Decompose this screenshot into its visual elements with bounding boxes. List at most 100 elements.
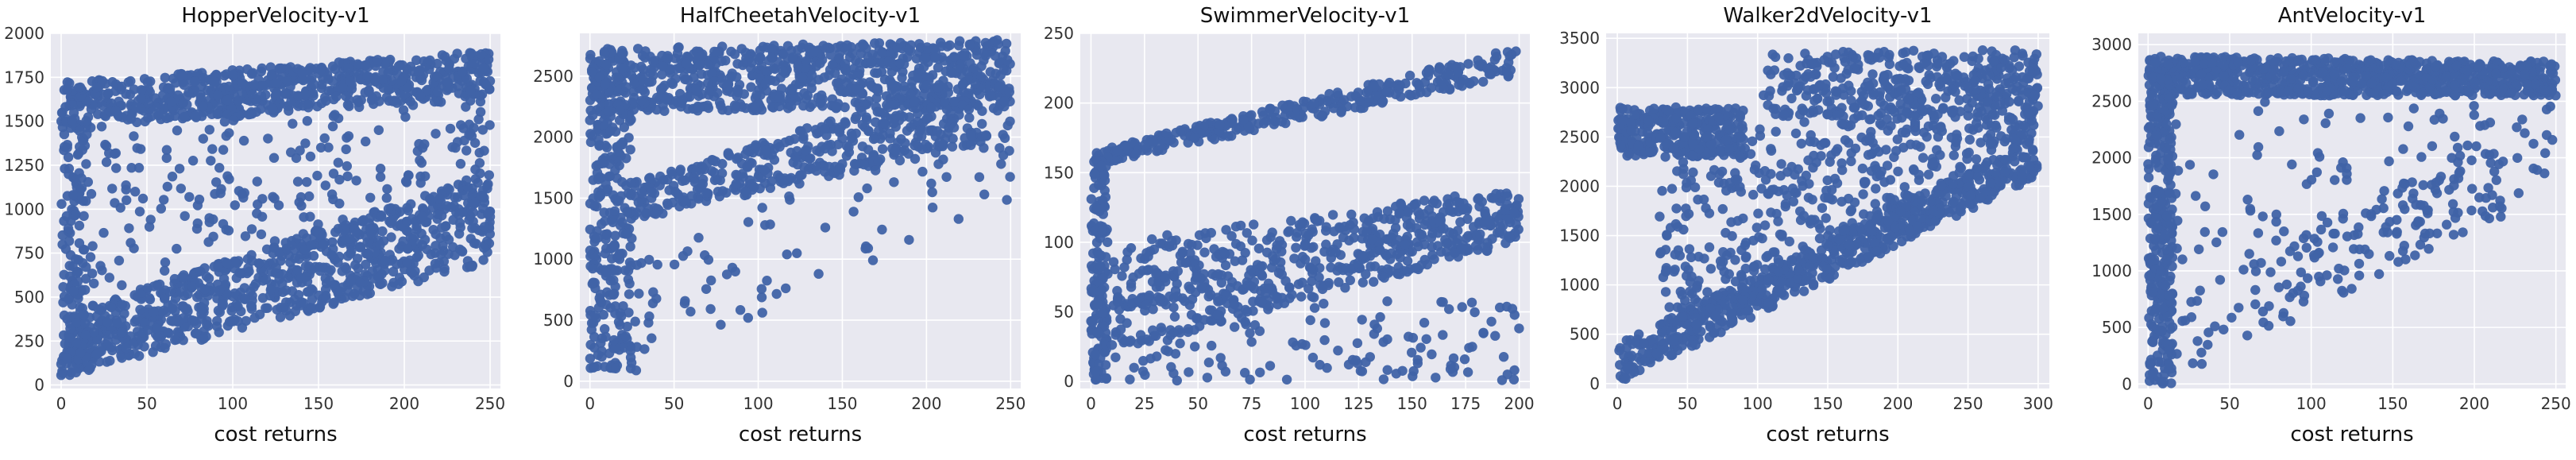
scatter-point [767, 102, 778, 112]
scatter-point [263, 133, 273, 144]
scatter-point [1091, 366, 1101, 377]
scatter-point [742, 161, 752, 172]
scatter-point [1168, 302, 1179, 313]
scatter-point [1265, 103, 1276, 114]
scatter-point [841, 141, 852, 152]
scatter-point [760, 79, 770, 89]
scatter-point [396, 75, 407, 87]
scatter-point [475, 106, 486, 118]
scatter-point [143, 98, 154, 109]
scatter-point [467, 261, 477, 272]
scatter-point [1261, 235, 1273, 245]
scatter-point [248, 68, 258, 78]
scatter-point [1502, 191, 1513, 201]
scatter-point [178, 335, 188, 346]
scatter-point [1511, 46, 1521, 56]
scatter-point [620, 331, 631, 342]
scatter-point [820, 222, 831, 233]
scatter-point [1272, 293, 1282, 304]
scatter-point [258, 80, 268, 91]
scatter-point [622, 321, 632, 332]
scatter-point [617, 139, 628, 150]
scatter-point [1485, 215, 1495, 226]
scatter-point [1508, 374, 1520, 385]
scatter-point [1353, 257, 1363, 269]
scatter-point [338, 215, 348, 225]
scatter-point [1211, 252, 1222, 262]
y-tick-label: 0 [34, 376, 44, 395]
x-tick-label: 175 [1450, 394, 1481, 413]
scatter-point [749, 182, 759, 192]
scatter-point [121, 342, 132, 354]
scatter-point [154, 279, 165, 290]
scatter-point [1378, 374, 1389, 385]
scatter-point [218, 145, 229, 155]
scatter-point [1421, 334, 1431, 344]
scatter-point [1240, 368, 1250, 378]
scatter-point [237, 323, 248, 333]
scatter-point [1191, 273, 1202, 283]
scatter-point [342, 133, 352, 143]
scatter-point [230, 288, 240, 299]
scatter-point [323, 142, 334, 153]
scatter-point [1108, 257, 1119, 267]
scatter-point [64, 333, 75, 343]
scatter-point [383, 68, 393, 78]
scatter-point [1169, 311, 1180, 322]
scatter-point [729, 100, 740, 110]
scatter-point [143, 325, 153, 335]
scatter-point [469, 59, 480, 69]
scatter-point [192, 218, 203, 229]
scatter-point [443, 234, 454, 245]
scatter-point [478, 63, 489, 74]
scatter-point [475, 168, 485, 179]
scatter-point [1126, 243, 1137, 253]
scatter-point [809, 47, 819, 58]
scatter-point [1427, 242, 1437, 252]
scatter-point [441, 221, 451, 231]
scatter-point [731, 169, 741, 180]
scatter-point [666, 166, 677, 177]
scatter-point [75, 347, 86, 358]
scatter-point [119, 308, 129, 319]
scatter-point [759, 165, 770, 176]
scatter-point [274, 63, 284, 74]
scatter-point [807, 70, 817, 80]
scatter-point [320, 284, 331, 295]
scatter-point [453, 81, 463, 91]
scatter-point [1284, 99, 1295, 110]
scatter-point [228, 69, 238, 80]
scatter-point [417, 211, 428, 222]
scatter-point [889, 99, 899, 110]
scatter-point [670, 53, 681, 64]
scatter-point [292, 265, 303, 276]
scatter-point [224, 128, 234, 138]
scatter-point [178, 272, 188, 283]
scatter-point [859, 159, 869, 170]
scatter-point [722, 86, 732, 96]
scatter-point [1431, 199, 1442, 209]
scatter-point [321, 293, 331, 303]
scatter-point [988, 103, 999, 114]
scatter-point [455, 222, 465, 233]
scatter-point [416, 75, 427, 86]
scatter-point [1162, 335, 1173, 346]
scatter-point [1310, 213, 1320, 223]
scatter-point [68, 190, 79, 200]
scatter-point [320, 180, 330, 191]
scatter-point [1338, 95, 1350, 105]
scatter-point [790, 133, 800, 145]
scatter-point [1369, 319, 1380, 330]
x-tick-label: 150 [827, 394, 857, 413]
scatter-point [191, 328, 202, 338]
scatter-point [1501, 301, 1512, 312]
scatter-point [1397, 365, 1408, 376]
scatter-point [680, 296, 690, 306]
scatter-point [1242, 228, 1252, 238]
scatter-point [346, 246, 357, 257]
scatter-point [298, 229, 308, 239]
scatter-point [868, 133, 879, 145]
scatter-point [630, 316, 640, 327]
scatter-point [334, 174, 345, 185]
scatter-point [1001, 38, 1012, 49]
